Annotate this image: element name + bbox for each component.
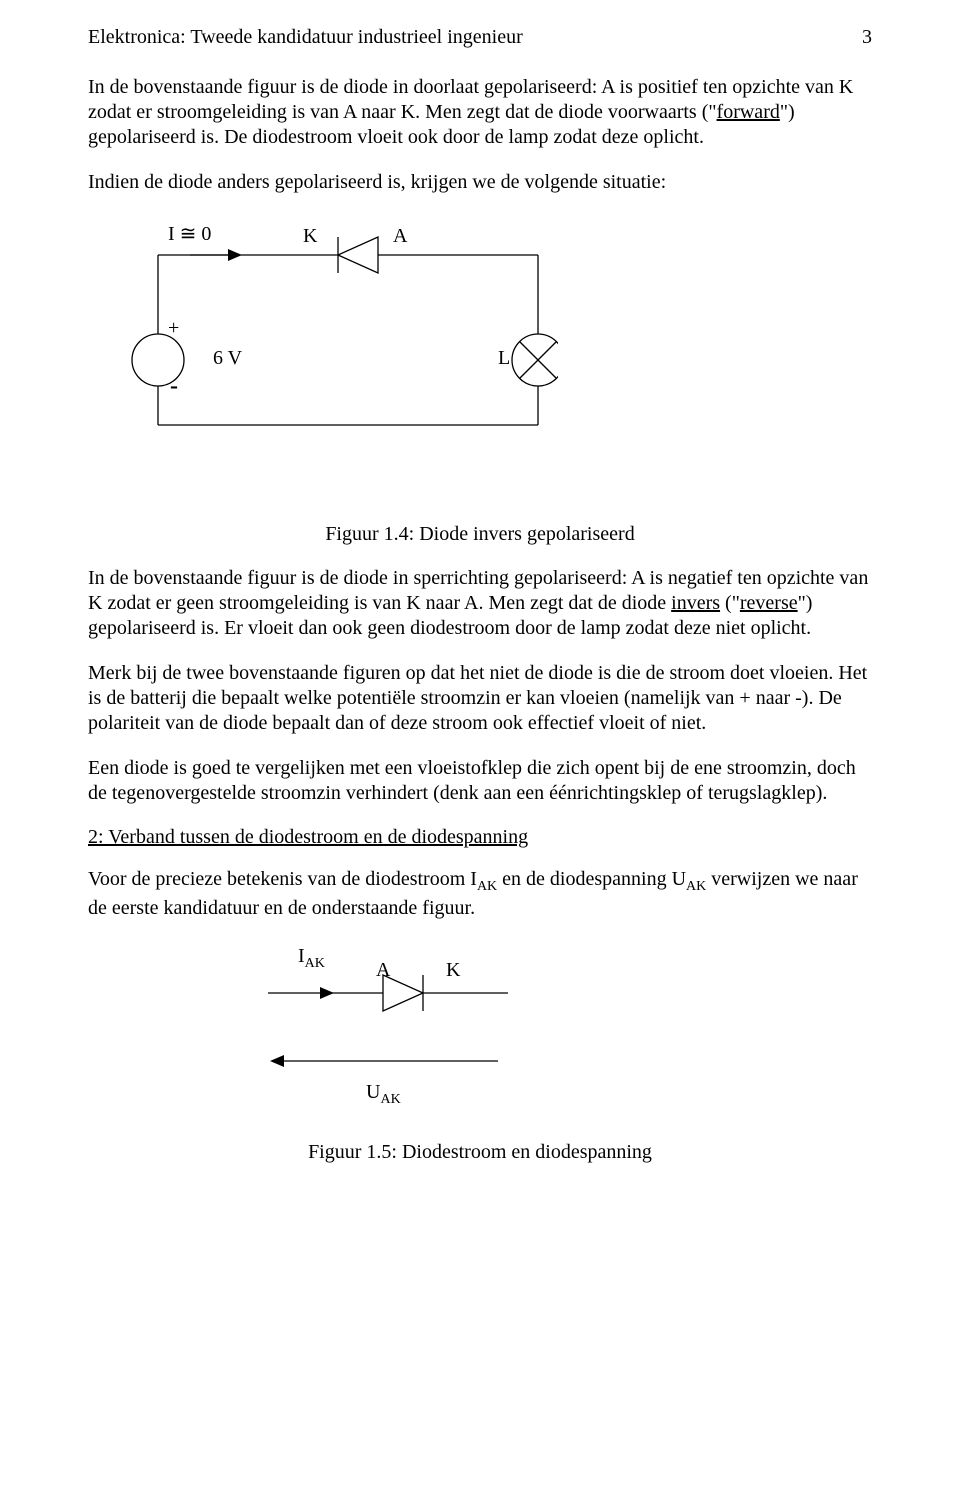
label-Iak-I: I [298, 945, 305, 967]
circuit-svg [128, 215, 558, 475]
label-Uak-sub: AK [380, 1092, 400, 1107]
paragraph-3: In de bovenstaande figuur is de diode in… [88, 566, 872, 641]
p6-uak-sub: AK [686, 879, 706, 894]
paragraph-2: Indien de diode anders gepolariseerd is,… [88, 170, 872, 195]
label-minus: - [170, 373, 178, 400]
paragraph-5: Een diode is goed te vergelijken met een… [88, 756, 872, 806]
label-plus: + [168, 317, 179, 340]
label-L: L [498, 347, 510, 370]
p3-text-b: (" [720, 592, 740, 614]
p6-iak-sub: AK [477, 879, 497, 894]
paragraph-4: Merk bij de twee bovenstaande figuren op… [88, 661, 872, 736]
figure-1-4-circuit: I ≅ 0 K A + - 6 V L [128, 215, 558, 515]
label-Iak-sub: AK [305, 956, 325, 971]
label-A2: A [376, 959, 390, 982]
label-K: K [303, 225, 317, 248]
page-number: 3 [862, 26, 872, 49]
label-Uak: UAK [366, 1081, 401, 1108]
label-voltage: 6 V [213, 347, 242, 370]
document-page: Elektronica: Tweede kandidatuur industri… [0, 0, 960, 1485]
p6-text-b: en de diodespanning U [497, 868, 686, 890]
figure-1-4-caption: Figuur 1.4: Diode invers gepolariseerd [88, 523, 872, 546]
label-Uak-U: U [366, 1081, 380, 1103]
figure-1-5-caption: Figuur 1.5: Diodestroom en diodespanning [88, 1141, 872, 1164]
figure-1-5-diode: IAK A K UAK [248, 941, 548, 1141]
p6-text-a: Voor de precieze betekenis van de diodes… [88, 868, 477, 890]
p3-invers: invers [671, 592, 720, 614]
section-2-title: 2: Verband tussen de diodestroom en de d… [88, 826, 872, 849]
header-title: Elektronica: Tweede kandidatuur industri… [88, 26, 523, 49]
label-I: I ≅ 0 [168, 221, 211, 246]
p1-forward: forward [717, 101, 780, 123]
label-A: A [393, 225, 407, 248]
page-header: Elektronica: Tweede kandidatuur industri… [88, 26, 872, 49]
p3-reverse: reverse [740, 592, 798, 614]
label-K2: K [446, 959, 460, 982]
label-Iak: IAK [298, 945, 325, 972]
paragraph-6: Voor de precieze betekenis van de diodes… [88, 867, 872, 921]
paragraph-1: In de bovenstaande figuur is de diode in… [88, 75, 872, 150]
